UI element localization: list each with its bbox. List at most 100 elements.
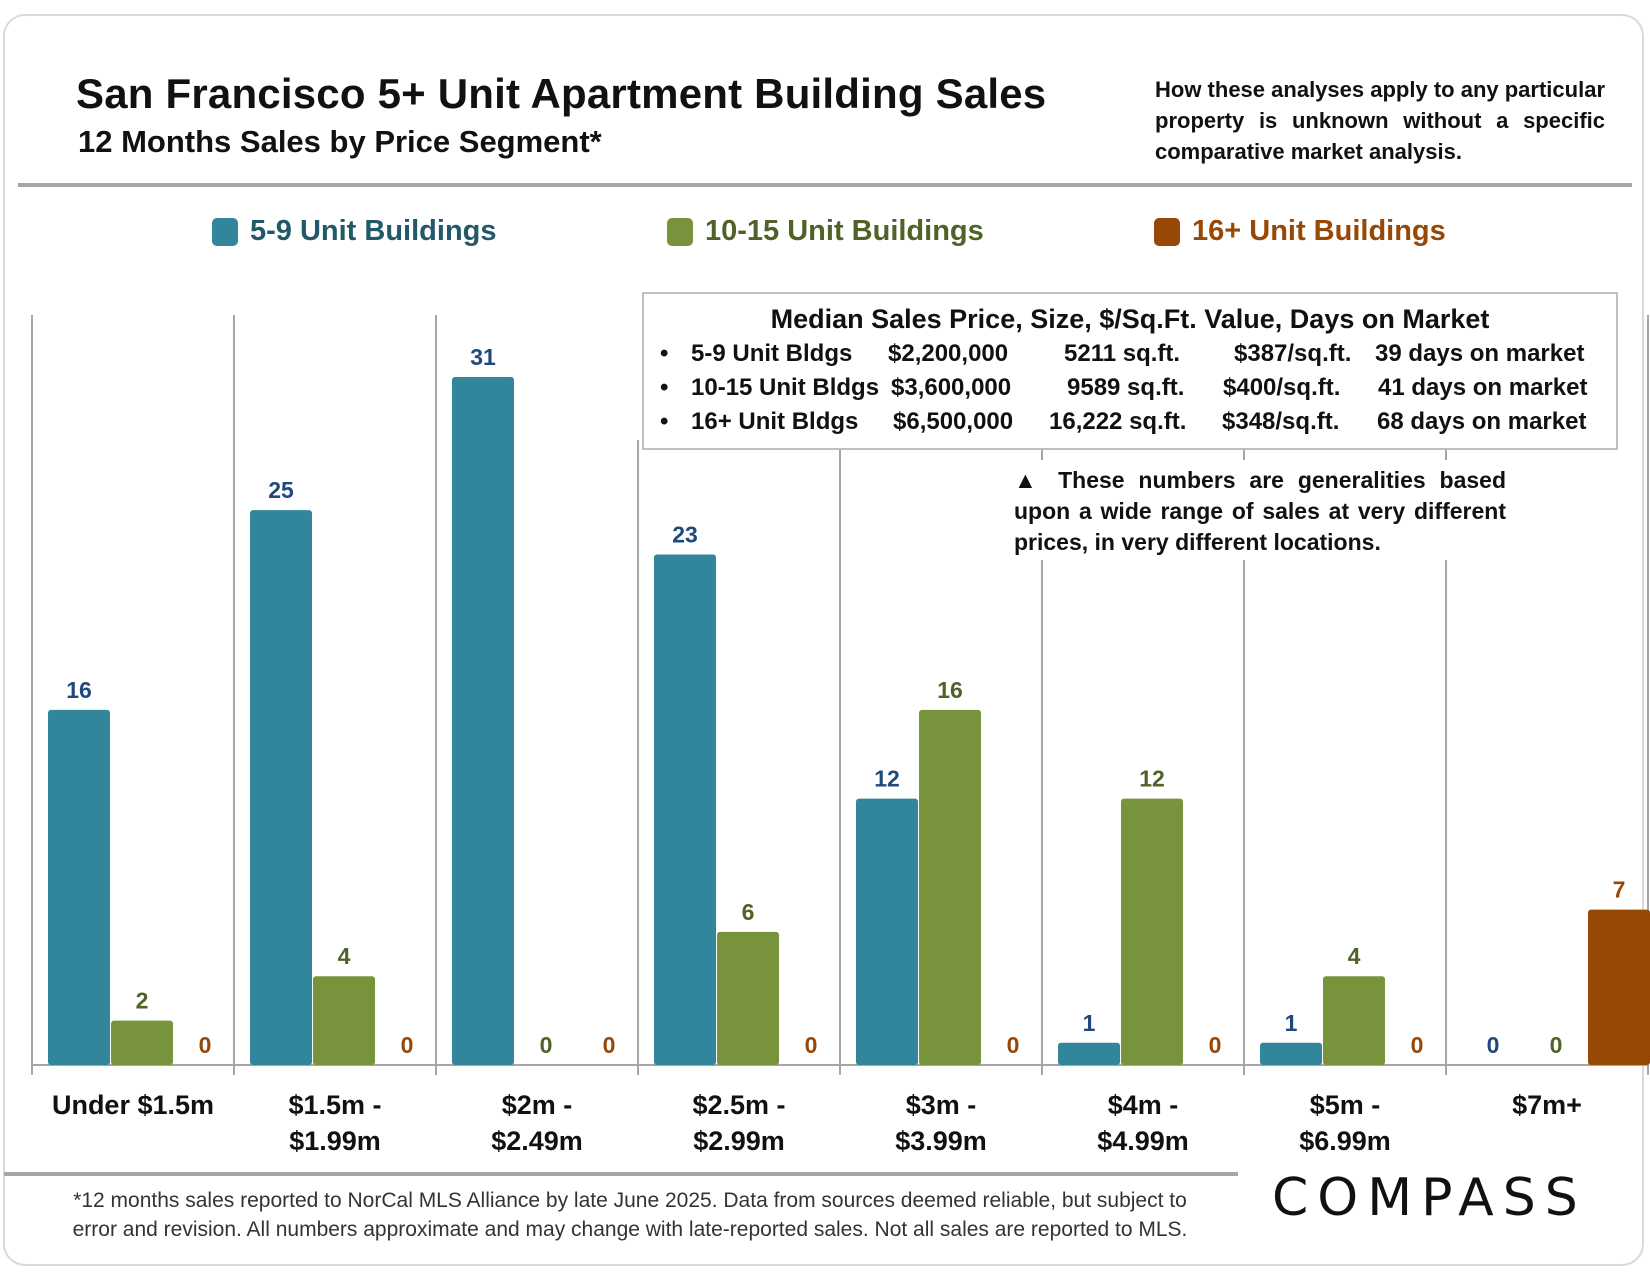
stats-size: 16,222 sq.ft. — [1049, 408, 1187, 435]
stats-type: 16+ Unit Bldgs — [691, 408, 859, 435]
legend-swatch-16-plus — [1154, 217, 1180, 246]
note-text: ▲ These numbers are generalities based u… — [1014, 467, 1506, 555]
stats-size: 9589 sq.ft. — [1067, 374, 1185, 401]
data-label-5-9: 1 — [1083, 1010, 1096, 1036]
legend-label-5-9: 5-9 Unit Buildings — [250, 215, 497, 247]
data-label-16-plus: 0 — [401, 1032, 414, 1058]
bar-10-15 — [313, 976, 375, 1065]
category-label-line: $1.5m - — [288, 1090, 382, 1120]
stats-ppsf: $387/sq.ft. — [1234, 340, 1352, 367]
category-label-line: $2.99m — [693, 1126, 785, 1156]
data-label-16-plus: 7 — [1613, 877, 1626, 903]
stats-bullet: • — [660, 408, 669, 435]
stats-dom: 41 days on market — [1378, 374, 1588, 401]
bar-5-9 — [48, 709, 110, 1065]
bar-5-9 — [1058, 1042, 1120, 1065]
stats-type: 10-15 Unit Bldgs — [691, 374, 880, 401]
category-label: $4m - $4.99m — [1043, 1087, 1243, 1159]
category-label-line: $2.5m - — [692, 1090, 786, 1120]
data-label-10-15: 0 — [540, 1032, 553, 1058]
stats-type: 5-9 Unit Bldgs — [691, 340, 853, 367]
data-label-10-15: 6 — [742, 899, 755, 925]
category-label: $2m - $2.49m — [437, 1087, 637, 1159]
stats-dom: 39 days on market — [1375, 340, 1585, 367]
category-label-line: $6.99m — [1299, 1126, 1391, 1156]
data-label-10-15: 12 — [1139, 766, 1165, 792]
stats-row-5-9: • 5-9 Unit Bldgs $2,200,000 5211 sq.ft. … — [644, 340, 1616, 372]
stats-ppsf: $400/sq.ft. — [1223, 374, 1341, 401]
stats-price: $3,600,000 — [891, 374, 1012, 401]
data-label-16-plus: 0 — [199, 1032, 212, 1058]
category-label-line: $4m - — [1107, 1090, 1179, 1120]
bar-5-9 — [452, 377, 514, 1065]
footnote-line-2: error and revision. All numbers approxim… — [72, 1218, 1188, 1241]
data-label-16-plus: 0 — [1411, 1032, 1424, 1058]
stats-box-title: Median Sales Price, Size, $/Sq.Ft. Value… — [770, 304, 1490, 334]
bar-5-9 — [1260, 1042, 1322, 1065]
bar-10-15 — [1121, 798, 1183, 1065]
data-label-10-15: 4 — [1348, 943, 1361, 969]
bar-16-plus — [1588, 909, 1650, 1065]
bar-5-9 — [856, 798, 918, 1065]
legend-item-16-plus: 16+ Unit Buildings — [1154, 215, 1446, 248]
stats-row-16-plus: • 16+ Unit Bldgs $6,500,000 16,222 sq.ft… — [644, 408, 1616, 440]
data-label-16-plus: 0 — [603, 1032, 616, 1058]
stats-price: $2,200,000 — [888, 340, 1009, 367]
category-label-line: $3.99m — [895, 1126, 987, 1156]
bar-10-15 — [111, 1020, 173, 1065]
chart-subtitle: 12 Months Sales by Price Segment* — [78, 124, 602, 159]
bar-5-9 — [250, 510, 312, 1066]
stats-bullet: • — [660, 340, 669, 367]
bar-10-15 — [717, 931, 779, 1065]
data-label-10-15: 2 — [136, 988, 149, 1014]
data-label-5-9: 23 — [672, 522, 698, 548]
data-label-5-9: 25 — [268, 477, 294, 503]
data-label-5-9: 1 — [1285, 1010, 1298, 1036]
footer-divider — [4, 1172, 1238, 1176]
legend-label-10-15: 10-15 Unit Buildings — [705, 215, 984, 247]
compass-logo: COMPASS — [1272, 1168, 1587, 1228]
category-label: $1.5m - $1.99m — [235, 1087, 435, 1159]
data-label-5-9: 16 — [66, 677, 92, 703]
footnote-line-1: *12 months sales reported to NorCal MLS … — [73, 1189, 1187, 1212]
stats-bullet: • — [660, 374, 669, 401]
chart-title: San Francisco 5+ Unit Apartment Building… — [76, 70, 1047, 117]
category-label-line: $2m - — [501, 1090, 573, 1120]
median-stats-box: Median Sales Price, Size, $/Sq.Ft. Value… — [642, 292, 1618, 450]
stats-price: $6,500,000 — [893, 408, 1014, 435]
legend-swatch-10-15 — [667, 217, 693, 246]
stats-size: 5211 sq.ft. — [1064, 340, 1181, 367]
bar-10-15 — [1323, 976, 1385, 1065]
category-label-line: $4.99m — [1097, 1126, 1189, 1156]
category-label: Under $1.5m — [33, 1087, 233, 1123]
data-label-16-plus: 0 — [1007, 1032, 1020, 1058]
category-label-line: $2.49m — [491, 1126, 583, 1156]
category-label-line: Under $1.5m — [51, 1090, 215, 1120]
bar-10-15 — [919, 709, 981, 1065]
legend-label-16-plus: 16+ Unit Buildings — [1192, 215, 1446, 247]
category-label: $5m - $6.99m — [1245, 1087, 1445, 1159]
category-label-line: $1.99m — [289, 1126, 381, 1156]
legend-swatch-5-9 — [212, 217, 238, 246]
category-label-line: $7m+ — [1512, 1090, 1582, 1120]
category-label: $2.5m - $2.99m — [639, 1087, 839, 1159]
data-label-16-plus: 0 — [805, 1032, 818, 1058]
data-label-5-9: 31 — [470, 344, 496, 370]
note-box: ▲ These numbers are generalities based u… — [1008, 460, 1506, 560]
category-label-line: $3m - — [905, 1090, 977, 1120]
data-label-10-15: 16 — [937, 677, 963, 703]
category-label-line: $5m - — [1309, 1090, 1381, 1120]
stats-dom: 68 days on market — [1377, 408, 1587, 435]
data-label-5-9: 0 — [1487, 1032, 1500, 1058]
data-label-10-15: 0 — [1550, 1032, 1563, 1058]
legend-item-5-9: 5-9 Unit Buildings — [212, 215, 497, 248]
category-label: $3m - $3.99m — [841, 1087, 1041, 1159]
bar-5-9 — [654, 554, 716, 1065]
footnote: *12 months sales reported to NorCal MLS … — [30, 1186, 1230, 1244]
category-label: $7m+ — [1447, 1087, 1647, 1123]
stats-row-10-15: • 10-15 Unit Bldgs $3,600,000 9589 sq.ft… — [644, 374, 1616, 406]
disclaimer-text: How these analyses apply to any particul… — [1155, 77, 1605, 164]
data-label-16-plus: 0 — [1209, 1032, 1222, 1058]
data-label-5-9: 12 — [874, 766, 900, 792]
